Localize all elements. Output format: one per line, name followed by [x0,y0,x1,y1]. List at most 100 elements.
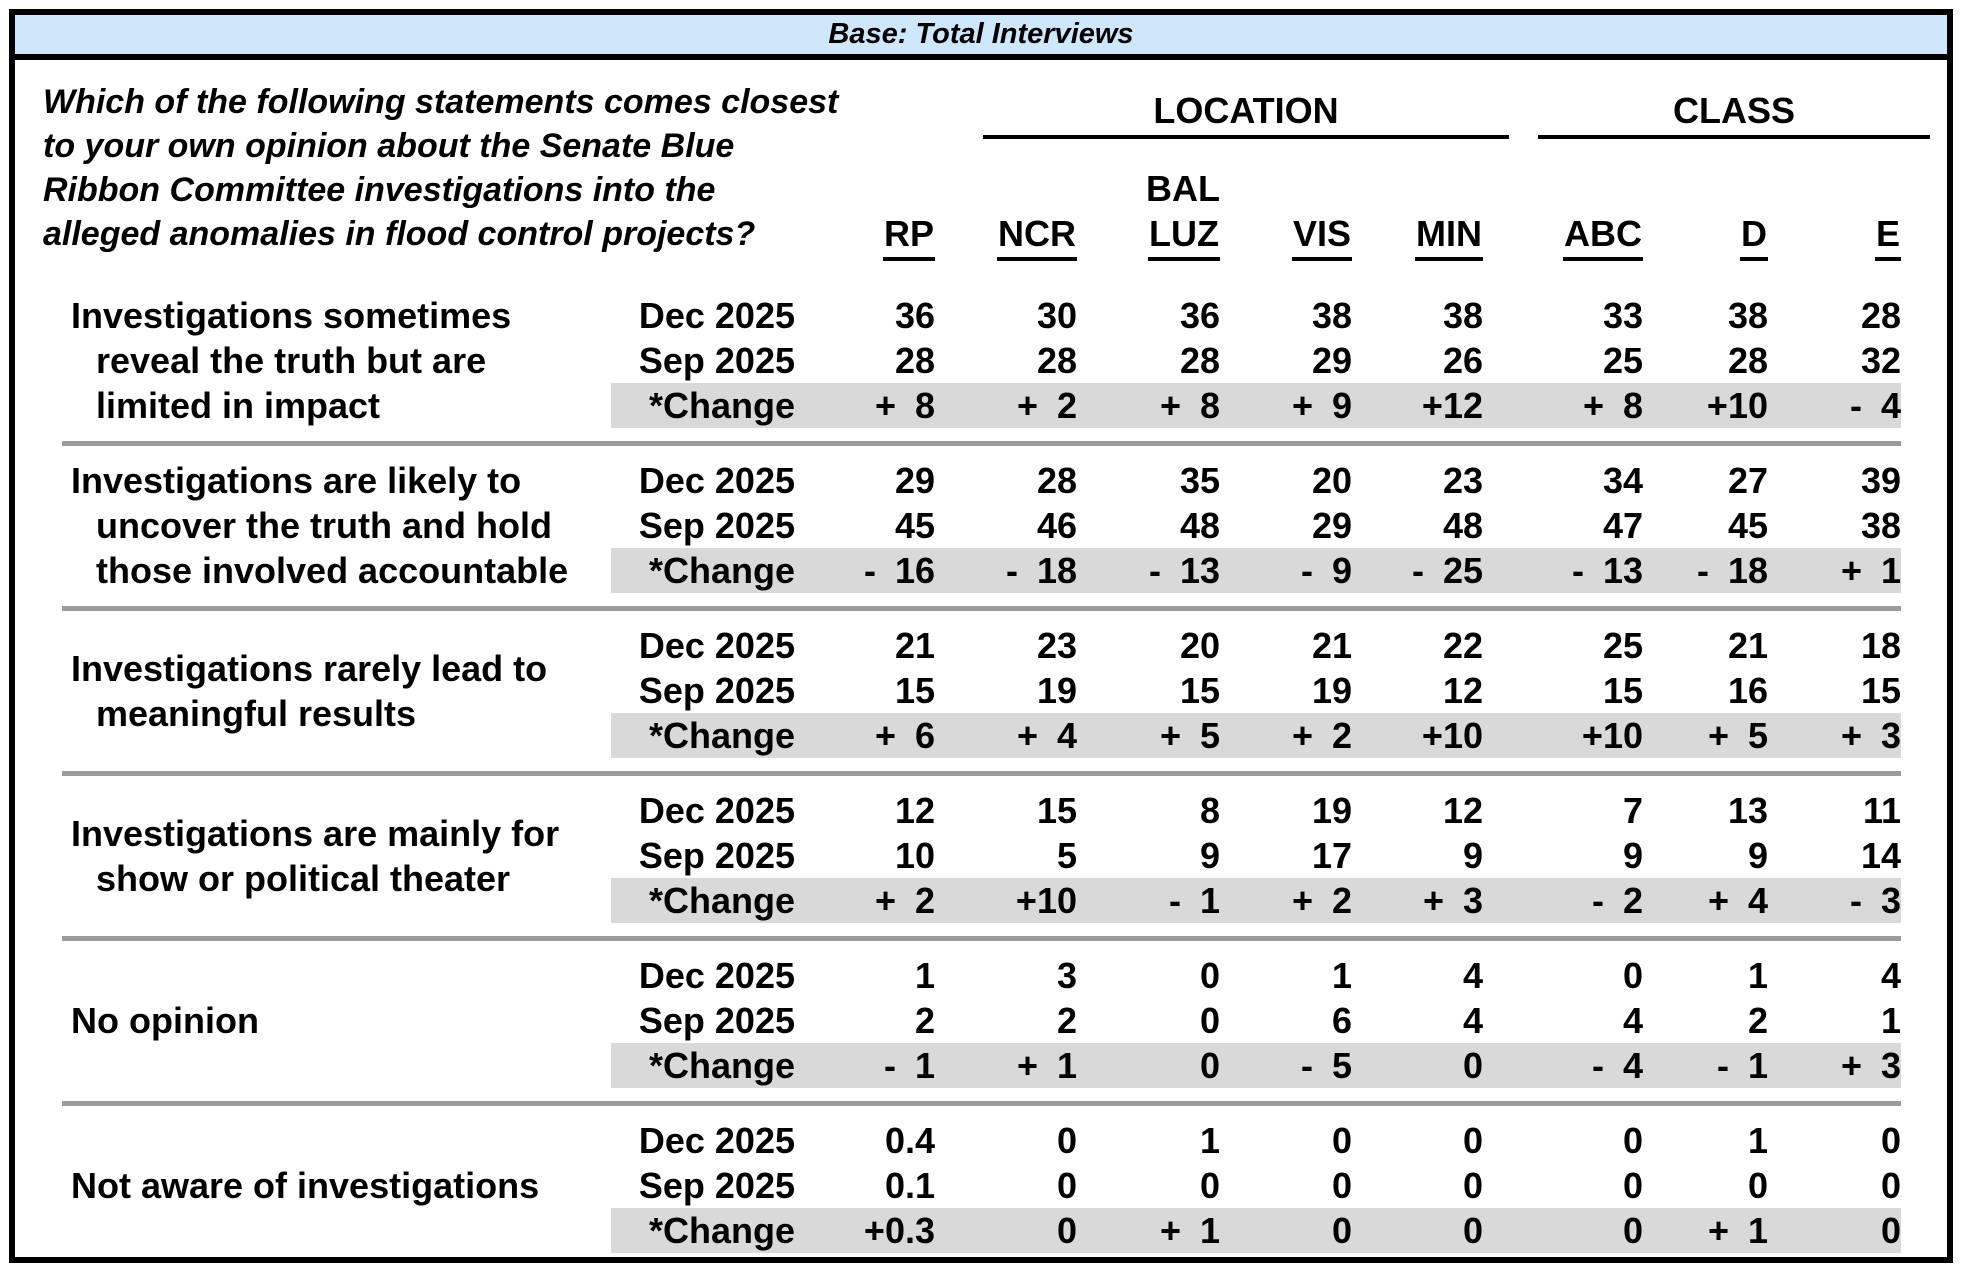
value-cell: 12 [894,790,935,831]
value-cell: +10 [1352,713,1483,758]
location-group-label: LOCATION [983,88,1509,139]
question-cell: Which of the following statements comes … [15,60,838,261]
value-cell: 28 [1860,295,1902,336]
data-row: Investigations rarely lead to meaningful… [15,623,1902,734]
col-header-min: MIN [1352,211,1483,261]
period-label: Sep 2025 [638,1000,795,1041]
value-cell: 29 [894,460,935,501]
value-cell: 20 [1179,625,1220,666]
value-cell: 34 [1602,460,1643,501]
value-cell: + 3 [1768,713,1902,758]
separator-row [15,923,1902,953]
data-row: Sep 2025 28 28 28 29 26 25 28 32 [15,338,1901,383]
col-header-e: E [1768,211,1902,261]
value-cell: 21 [1727,625,1768,666]
value-cell: + 6 [795,713,935,758]
header-gap [15,261,1901,293]
value-cell: 0 [1881,1120,1902,1161]
value-cell: 48 [1442,505,1483,546]
value-cell: 17 [1311,835,1352,876]
value-cell: 19 [1036,670,1077,711]
value-cell: 30 [1036,295,1077,336]
value-cell: 29 [1311,340,1352,381]
value-cell: 36 [1179,295,1220,336]
value-cell: 45 [1727,505,1768,546]
statement-cell: No opinion [15,953,445,1088]
period-label: Dec 2025 [638,625,795,666]
value-cell: + 2 [1220,713,1352,758]
value-cell: +10 [1483,713,1643,758]
separator-line [62,935,1902,941]
value-cell: 15 [1860,670,1902,711]
value-cell: + 8 [1077,383,1220,428]
period-label: *Change [445,383,795,428]
value-cell: 18 [1860,625,1902,666]
value-cell: 19 [1311,790,1352,831]
col-header-vis: VIS [1220,211,1352,261]
value-cell: - 1 [795,1043,935,1088]
value-cell: 1 [1331,955,1352,996]
value-cell: + 1 [1768,548,1902,593]
data-row: *Change + 6 + 4 + 5 + 2 +10 +10 + 5 + 3 [15,713,1902,758]
value-cell: 38 [1860,505,1902,546]
value-cell: 1 [1747,955,1768,996]
statement-text: Investigations are mainly for show or po… [71,812,560,899]
question-text: Which of the following statements comes … [43,82,839,253]
value-cell: +10 [935,878,1077,923]
value-cell: + 5 [1077,713,1220,758]
table-content: Which of the following statements comes … [15,60,1947,1253]
value-cell: - 3 [1768,878,1902,923]
value-cell: 45 [894,505,935,546]
value-cell: + 1 [1643,1208,1768,1253]
value-cell: - 18 [935,548,1077,593]
data-row: Investigations are likely to uncover the… [15,458,1901,591]
value-cell: 21 [1311,625,1352,666]
value-cell: 38 [1727,295,1768,336]
value-cell: 2 [914,1000,935,1041]
value-cell: + 2 [935,383,1077,428]
data-row: *Change + 8 + 2 + 8 + 9 +12 + 8 +10- 4 [15,383,1902,428]
value-cell: 6 [1331,1000,1352,1041]
period-label: Dec 2025 [638,295,795,336]
value-cell: + 3 [1352,878,1483,923]
value-cell: 0 [1622,1165,1643,1206]
period-label: Sep 2025 [638,505,795,546]
separator-row [15,428,1902,458]
data-row: No opinion Dec 2025 1 3 0 1 4 0 1 4 [15,953,1902,1041]
value-cell: 2 [1747,1000,1768,1041]
period-label: *Change [445,878,795,923]
period-label: Sep 2025 [638,1165,795,1206]
base-header-bar: Base: Total Interviews [15,15,1947,60]
col-header-abc: ABC [1483,211,1643,261]
value-cell: 14 [1860,835,1902,876]
value-cell: 15 [1036,790,1077,831]
data-row: Sep 2025 0.1 0 0 0 0 0 0 0 [15,1163,1901,1208]
value-cell: 0 [1199,1165,1220,1206]
statement-cell: Not aware of investigations [15,1118,539,1253]
value-cell: + 9 [1220,383,1352,428]
value-cell: 0 [935,1208,1077,1253]
value-cell: 4 [1881,955,1902,996]
statement-text: Investigations rarely lead to meaningful… [71,647,548,734]
value-cell: + 8 [1483,383,1643,428]
data-row: Sep 2025 15 19 15 19 12 15 16 15 [15,668,1901,713]
col-header-bal: BAL [1146,168,1220,209]
value-cell: + 8 [795,383,935,428]
statement-text: Not aware of investigations [71,1165,540,1206]
value-cell: - 18 [1643,548,1768,593]
value-cell: - 1 [1077,878,1220,923]
value-cell: 23 [1442,460,1483,501]
value-cell: 28 [1036,460,1077,501]
value-cell: 9 [1462,835,1483,876]
value-cell: 0 [1352,1208,1483,1253]
value-cell: 13 [1727,790,1768,831]
value-cell: 25 [1602,625,1643,666]
value-cell: 12 [1442,790,1483,831]
period-label: Sep 2025 [638,670,795,711]
value-cell: 15 [894,670,935,711]
statement-cell: Investigations sometimes reveal the trut… [15,293,511,428]
value-cell: - 13 [1077,548,1220,593]
value-cell: 15 [1179,670,1220,711]
